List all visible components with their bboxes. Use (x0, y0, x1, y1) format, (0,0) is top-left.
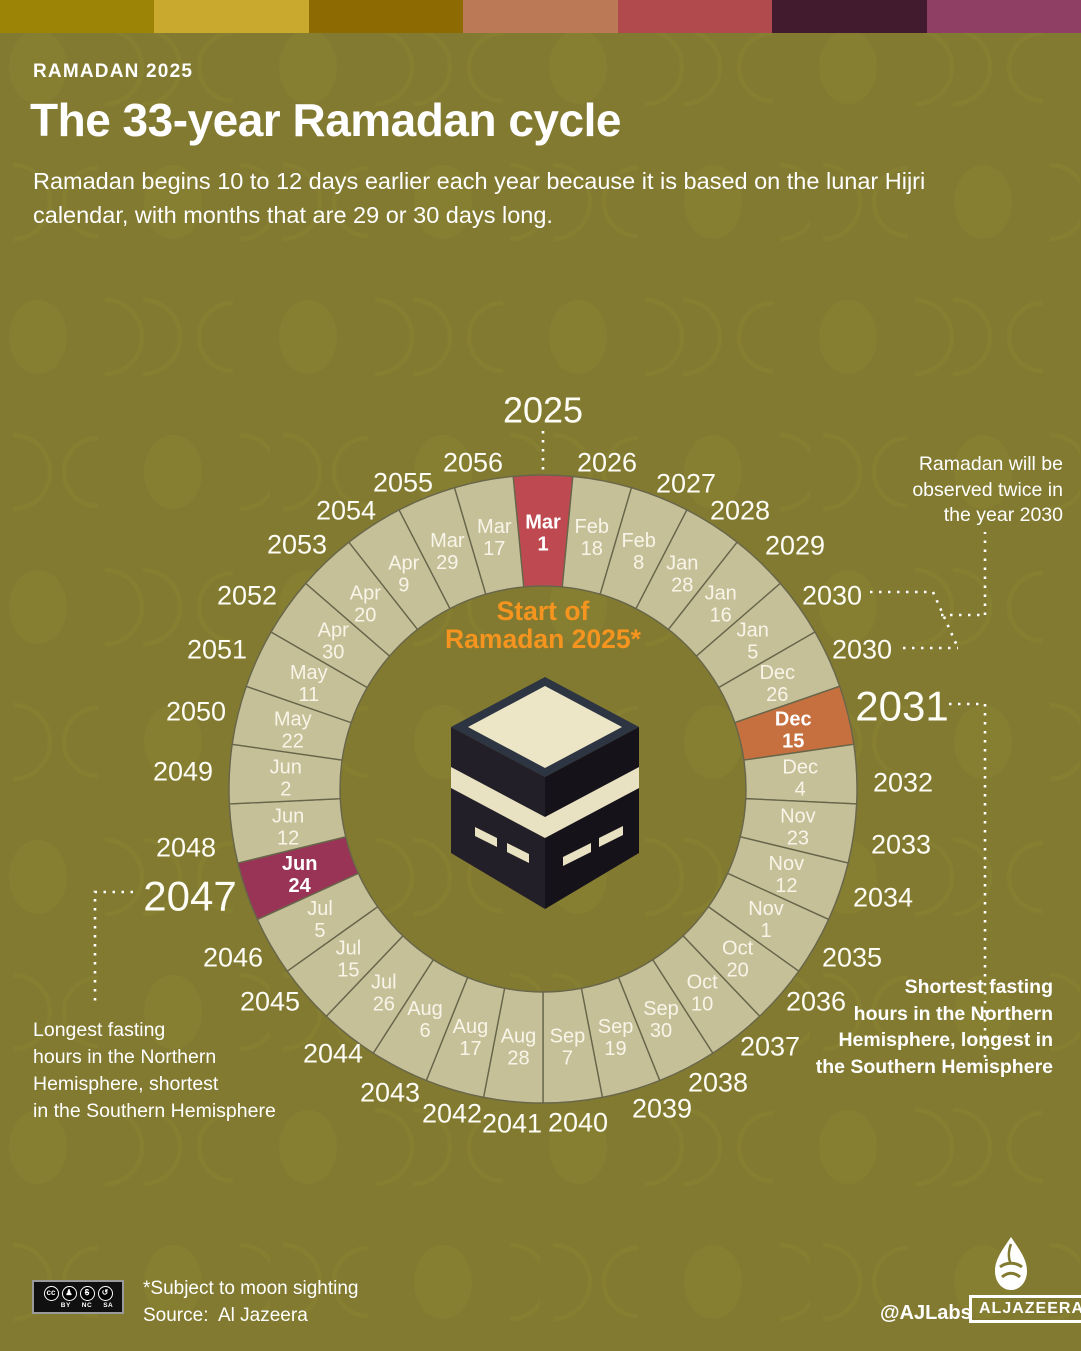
connector-2047-longest (93, 890, 133, 1002)
year-label: 2029 (765, 530, 825, 560)
year-label: 2026 (577, 447, 637, 477)
annotation-line: hours in the Northern (33, 1046, 217, 1068)
year-label: 2041 (482, 1108, 542, 1138)
center-label-line2: Ramadan 2025* (445, 624, 642, 654)
ajlabs-credit: @AJLabs (880, 1302, 972, 1324)
annotation-line: the year 2030 (943, 504, 1063, 526)
year-label: 2030 (832, 634, 892, 664)
palette-swatch (308, 0, 464, 33)
year-label: 2035 (822, 942, 882, 972)
year-label: 2047 (143, 873, 236, 920)
segment-date-label: Jul 15 (336, 938, 362, 982)
year-label: 2033 (871, 829, 931, 859)
annotation-shortest-fasting: Shortest fasting hours in the Northern H… (816, 974, 1053, 1080)
year-label: 2048 (156, 832, 216, 862)
year-label: 2030 (802, 580, 862, 610)
year-label: 2054 (316, 495, 376, 525)
kaaba-illustration (451, 677, 639, 909)
cc-sa-icon: ↺ (97, 1285, 113, 1301)
year-label: 2055 (373, 467, 433, 497)
annotation-longest-fasting: Longest fasting hours in the Northern He… (33, 1017, 276, 1125)
connector-2030-twice (870, 532, 987, 650)
palette-swatch (772, 0, 927, 33)
year-label: 2051 (187, 634, 247, 664)
subtitle: Ramadan begins 10 to 12 days earlier eac… (33, 168, 926, 228)
annotation-line: Hemisphere, longest in (838, 1029, 1053, 1051)
source-line: Source: Al Jazeera (143, 1305, 308, 1326)
year-label: 2043 (360, 1077, 420, 1107)
year-label: 2025 (503, 390, 583, 431)
year-label: 2044 (303, 1038, 363, 1068)
year-label: 2056 (443, 447, 503, 477)
page-title: The 33-year Ramadan cycle (30, 94, 621, 146)
annotation-line: hours in the Northern (853, 1002, 1053, 1025)
year-label: 2042 (422, 1098, 482, 1128)
year-label: 2028 (710, 495, 770, 525)
palette-swatch (154, 0, 309, 33)
cc-icons: cc ♟ $ ↺ (43, 1285, 113, 1301)
year-label: 2053 (267, 529, 327, 559)
year-label: 2027 (656, 468, 716, 498)
cc-nc-icon: $ (79, 1285, 95, 1301)
annotation-line: Ramadan will be (918, 453, 1063, 475)
palette-swatch (0, 0, 155, 33)
annotation-line: the Southern Hemisphere (815, 1055, 1053, 1078)
palette-bar (0, 0, 1081, 33)
annotation-line: observed twice in (912, 478, 1063, 501)
year-label: 2037 (740, 1031, 800, 1061)
moon-sighting-note: *Subject to moon sighting (143, 1278, 359, 1299)
cc-by-icon: ♟ (61, 1285, 77, 1301)
center-label-line1: Start of (497, 596, 590, 626)
cc-icon: cc (43, 1285, 59, 1301)
year-label: 2045 (240, 986, 300, 1016)
footnote-block: *Subject to moon sighting Source: Al Jaz… (143, 1275, 358, 1329)
aljazeera-wordmark: ALJAZEERA (969, 1295, 1081, 1323)
annotation-twice-2030: Ramadan will be observed twice in the ye… (912, 452, 1063, 529)
year-label: 2039 (632, 1093, 692, 1123)
year-label: 2049 (153, 756, 213, 786)
annotation-line: Hemisphere, shortest (33, 1073, 219, 1095)
annotation-line: Longest fasting (33, 1019, 166, 1041)
annotation-line: in the Southern Hemisphere (33, 1100, 276, 1122)
annotation-line: Shortest fasting (904, 976, 1053, 998)
kicker: RAMADAN 2025 (33, 61, 194, 82)
palette-swatch (463, 0, 618, 33)
year-label: 2032 (873, 767, 933, 797)
year-label: 2040 (548, 1107, 608, 1137)
year-label: 2034 (853, 882, 913, 912)
segment-date-label: Jul 26 (371, 971, 397, 1015)
year-label: 2050 (166, 696, 226, 726)
year-label: 2052 (217, 580, 277, 610)
year-label: 2031 (855, 683, 948, 730)
cc-labels: BY NC SA (60, 1301, 114, 1309)
aljazeera-flame-logo (995, 1237, 1027, 1290)
palette-swatch (926, 0, 1081, 33)
year-label: 2038 (688, 1067, 748, 1097)
cc-license-badge: cc ♟ $ ↺ BY NC SA (32, 1280, 124, 1314)
palette-swatch (617, 0, 773, 33)
year-label: 2046 (203, 942, 263, 972)
